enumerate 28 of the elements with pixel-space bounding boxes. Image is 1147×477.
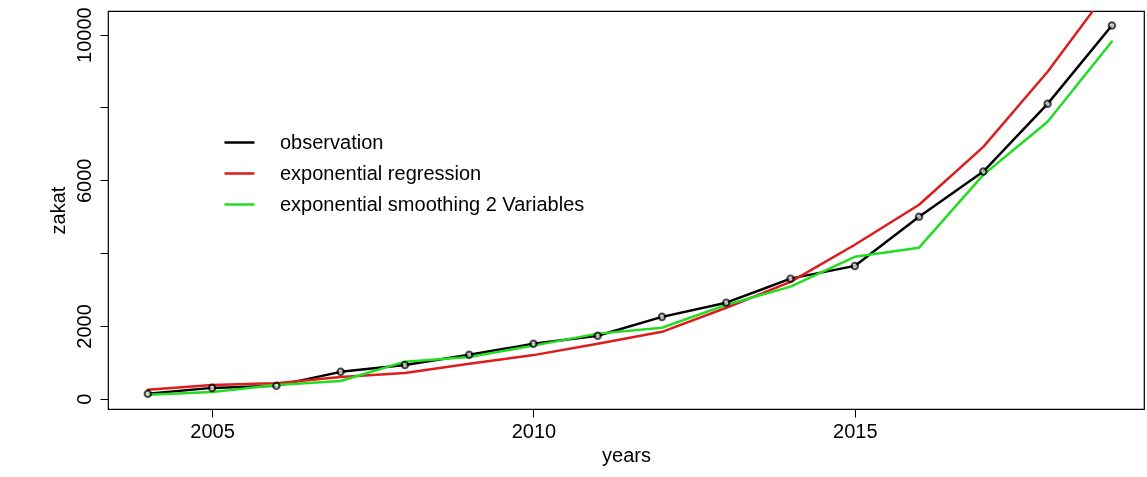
x-tick-label: 2010: [511, 419, 557, 442]
x-tick-label: 2015: [833, 419, 878, 442]
point: [1043, 99, 1052, 109]
point: [722, 298, 731, 307]
x-tick-label: 2005: [190, 419, 235, 442]
legend-label: exponential smoothing 2 Variables: [280, 192, 585, 215]
point: [786, 274, 795, 283]
point: [400, 360, 410, 370]
point: [850, 261, 860, 271]
point: [143, 389, 153, 399]
point: [979, 167, 988, 176]
point: [914, 212, 924, 221]
y-tick-label: 2000: [72, 304, 95, 349]
point: [464, 350, 474, 359]
point: [657, 312, 667, 322]
point: [529, 339, 538, 349]
y-tick-label: 6000: [72, 158, 95, 204]
point: [336, 367, 345, 377]
point: [593, 331, 602, 341]
legend-label: observation: [280, 130, 384, 153]
point: [1107, 21, 1117, 30]
legend-label: exponential regression: [280, 161, 482, 184]
x-axis-title: years: [602, 443, 651, 466]
point: [272, 381, 281, 390]
point: [207, 383, 217, 393]
y-tick-label: 10000: [72, 7, 95, 63]
y-tick-label: 0: [72, 393, 95, 405]
y-axis-title: zakat: [46, 186, 69, 235]
